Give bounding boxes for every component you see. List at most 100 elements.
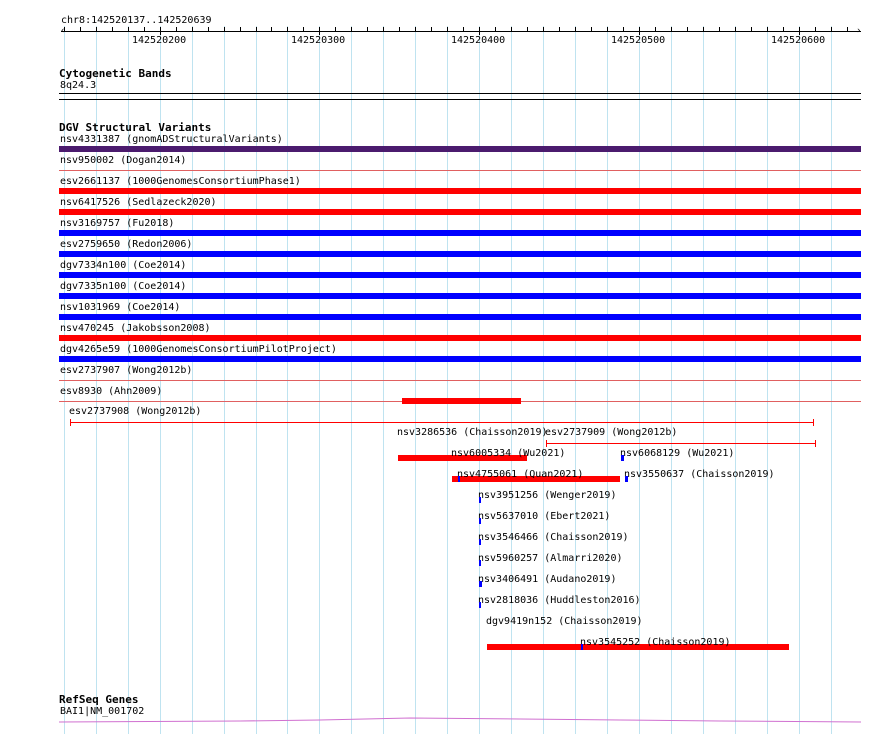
dgv-feature-bar[interactable]: [59, 380, 861, 381]
dgv-feature-bar[interactable]: [625, 476, 628, 482]
dgv-feature-label[interactable]: nsv4755061 (Quan2021): [457, 469, 584, 480]
ruler-right-arrow: ›: [856, 26, 862, 36]
dgv-feature-bar[interactable]: [59, 335, 861, 341]
dgv-feature-bar[interactable]: [479, 518, 481, 524]
ruler-tick: [623, 27, 624, 31]
ruler-tick: [607, 27, 608, 31]
dgv-feature-bar[interactable]: [59, 230, 861, 236]
dgv-feature-label[interactable]: nsv5637010 (Ebert2021): [478, 511, 611, 522]
ruler-tick: [224, 27, 225, 31]
dgv-feature-bar[interactable]: [479, 497, 481, 503]
dgv-feature-label[interactable]: nsv6417526 (Sedlazeck2020): [60, 197, 217, 208]
ruler-tick: [591, 27, 592, 31]
dgv-feature-label[interactable]: dgv7335n100 (Coe2014): [60, 281, 187, 292]
dgv-feature-label[interactable]: esv2737909 (Wong2012b): [545, 427, 678, 438]
dgv-feature-bar[interactable]: [479, 539, 481, 545]
dgv-feature-label[interactable]: nsv5960257 (Almarri2020): [478, 553, 623, 564]
dgv-feature-label[interactable]: nsv3545252 (Chaisson2019): [580, 637, 731, 648]
ruler-tick-label: 142520300: [291, 35, 346, 46]
dgv-feature-bar[interactable]: [59, 251, 861, 257]
dgv-feature-label[interactable]: nsv470245 (Jakobsson2008): [60, 323, 211, 334]
dgv-feature-label[interactable]: nsv6068129 (Wu2021): [620, 448, 735, 459]
ruler-tick: [383, 27, 384, 31]
dgv-feature-bar[interactable]: [479, 581, 482, 587]
ruler-tick: [144, 27, 145, 31]
dgv-feature-bar[interactable]: [479, 602, 481, 608]
ruler-tick: [719, 27, 720, 31]
cytoband-track-title: Cytogenetic Bands: [59, 67, 172, 80]
ruler-tick: [847, 27, 848, 31]
ruler-tick-label: 142520400: [451, 35, 506, 46]
dgv-feature-bar[interactable]: [487, 644, 790, 650]
ruler-tick: [335, 27, 336, 31]
ruler-tick: [287, 27, 288, 31]
ruler-tick: [240, 27, 241, 31]
dgv-feature-label[interactable]: nsv2818036 (Huddleston2016): [478, 595, 641, 606]
ruler-tick: [495, 27, 496, 31]
locus-label: chr8:142520137..142520639: [61, 15, 212, 26]
dgv-feature-bar[interactable]: [70, 422, 814, 423]
ruler-tick-label: 142520500: [611, 35, 666, 46]
ruler-tick: [64, 27, 65, 31]
ruler-tick: [639, 27, 640, 35]
dgv-feature-label[interactable]: dgv9419n152 (Chaisson2019): [486, 616, 643, 627]
dgv-feature-label[interactable]: nsv3169757 (Fu2018): [60, 218, 175, 229]
dgv-feature-bar[interactable]: [402, 398, 521, 404]
ruler-tick: [463, 27, 464, 31]
dgv-feature-label[interactable]: nsv6005334 (Wu2021): [451, 448, 566, 459]
dgv-feature-label[interactable]: nsv3951256 (Wenger2019): [478, 490, 617, 501]
ruler-left-arrow: ‹: [60, 26, 66, 36]
dgv-feature-label[interactable]: nsv1031969 (Coe2014): [60, 302, 181, 313]
dgv-feature-bar[interactable]: [59, 272, 861, 278]
refseq-track-title: RefSeq Genes: [59, 693, 139, 706]
dgv-feature-label[interactable]: esv2661137 (1000GenomesConsortiumPhase1): [60, 176, 301, 187]
ruler-tick: [256, 27, 257, 31]
dgv-feature-label[interactable]: esv8930 (Ahn2009): [60, 386, 163, 397]
ruler-tick: [687, 27, 688, 31]
ruler-tick: [799, 27, 800, 35]
dgv-feature-label[interactable]: nsv3286536 (Chaisson2019): [397, 427, 548, 438]
ruler-tick: [319, 27, 320, 35]
dgv-feature-end-cap: [813, 419, 815, 426]
ruler-tick: [815, 27, 816, 31]
dgv-feature-bar[interactable]: [59, 188, 861, 194]
dgv-feature-bar[interactable]: [546, 443, 815, 444]
dgv-feature-bar[interactable]: [621, 455, 624, 461]
ruler-tick: [783, 27, 784, 31]
ruler-tick: [128, 27, 129, 31]
cytoband-line: [59, 93, 861, 94]
dgv-feature-bar[interactable]: [59, 170, 861, 171]
dgv-feature-label[interactable]: nsv3406491 (Audano2019): [478, 574, 617, 585]
ruler-tick: [176, 27, 177, 31]
dgv-feature-label[interactable]: nsv3550637 (Chaisson2019): [624, 469, 775, 480]
ruler-tick: [575, 27, 576, 31]
ruler-tick: [735, 27, 736, 31]
ruler-tick: [447, 27, 448, 31]
ruler-tick: [511, 27, 512, 31]
dgv-feature-label[interactable]: dgv4265e59 (1000GenomesConsortiumPilotPr…: [60, 344, 337, 355]
dgv-feature-bar[interactable]: [59, 356, 861, 362]
dgv-feature-bar[interactable]: [458, 476, 460, 482]
dgv-feature-bar[interactable]: [452, 476, 620, 482]
dgv-feature-label[interactable]: esv2759650 (Redon2006): [60, 239, 193, 250]
dgv-feature-bar[interactable]: [59, 314, 861, 320]
dgv-feature-label[interactable]: nsv3546466 (Chaisson2019): [478, 532, 629, 543]
dgv-feature-label[interactable]: dgv7334n100 (Coe2014): [60, 260, 187, 271]
ruler-tick: [112, 27, 113, 31]
dgv-feature-bar[interactable]: [397, 455, 528, 461]
dgv-feature-label[interactable]: nsv950002 (Dogan2014): [60, 155, 187, 166]
refseq-gene-feature[interactable]: [0, 712, 890, 728]
dgv-feature-label[interactable]: esv2737907 (Wong2012b): [60, 365, 193, 376]
ruler-axis: [61, 31, 861, 32]
dgv-feature-bar[interactable]: [479, 560, 481, 566]
dgv-feature-bar[interactable]: [581, 644, 583, 650]
dgv-feature-bar[interactable]: [59, 209, 861, 215]
refseq-gene-label[interactable]: BAI1|NM_001702: [60, 706, 145, 717]
dgv-feature-label[interactable]: nsv4331387 (gnomADStructuralVariants): [60, 134, 283, 145]
ruler-tick: [192, 27, 193, 31]
dgv-feature-bar[interactable]: [59, 146, 861, 152]
ruler-tick-label: 142520200: [132, 35, 187, 46]
dgv-feature-label[interactable]: esv2737908 (Wong2012b): [69, 406, 202, 417]
dgv-feature-bar[interactable]: [59, 293, 861, 299]
ruler-tick: [431, 27, 432, 31]
